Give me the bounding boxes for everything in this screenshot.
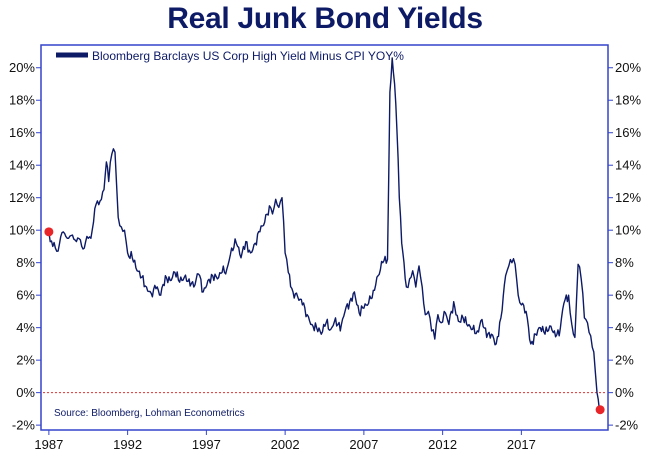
y-tick-label-right: 0% <box>615 385 634 400</box>
legend: Bloomberg Barclays US Corp High Yield Mi… <box>56 49 404 63</box>
y-axis-left: -2% 0% 2% 4% 6% 8% 10% 12% 14% 16% 18% 20% <box>9 60 41 433</box>
x-axis: 1987 1992 1997 2002 2007 2012 2017 <box>34 430 536 452</box>
y-tick-label-left: -2% <box>12 418 36 433</box>
y-tick-label-left: 8% <box>16 255 35 270</box>
y-tick-label-right: 12% <box>615 190 641 205</box>
chart-title: Real Junk Bond Yields <box>167 2 483 35</box>
x-tick-label: 2017 <box>507 437 536 452</box>
y-tick-label-right: 8% <box>615 255 634 270</box>
y-tick-label-right: 2% <box>615 353 634 368</box>
y-tick-label-right: -2% <box>615 418 639 433</box>
y-tick-label-left: 4% <box>16 320 35 335</box>
y-tick-label-left: 12% <box>9 190 35 205</box>
x-tick-label: 1992 <box>113 437 142 452</box>
plot-frame <box>40 44 609 431</box>
highlight-points <box>44 227 605 415</box>
x-tick-label: 2012 <box>428 437 457 452</box>
source-note: Source: Bloomberg, Lohman Econometrics <box>54 408 245 419</box>
x-tick-label: 1987 <box>34 437 63 452</box>
y-tick-label-left: 20% <box>9 60 35 75</box>
y-tick-label-left: 18% <box>9 93 35 108</box>
latest-point-marker <box>595 405 605 415</box>
y-tick-label-right: 4% <box>615 320 634 335</box>
y-axis-right: -2% 0% 2% 4% 6% 8% 10% 12% 14% 16% 18% 20% <box>608 60 641 433</box>
y-tick-label-left: 6% <box>16 288 35 303</box>
y-tick-label-right: 6% <box>615 288 634 303</box>
x-tick-label: 2002 <box>271 437 300 452</box>
y-tick-label-right: 14% <box>615 158 641 173</box>
start-point-marker <box>44 227 54 237</box>
y-tick-label-left: 2% <box>16 353 35 368</box>
y-tick-label-right: 16% <box>615 125 641 140</box>
y-tick-label-right: 20% <box>615 60 641 75</box>
y-tick-label-left: 14% <box>9 158 35 173</box>
legend-label: Bloomberg Barclays US Corp High Yield Mi… <box>92 49 404 63</box>
y-tick-label-right: 10% <box>615 223 641 238</box>
y-tick-label-right: 18% <box>615 93 641 108</box>
y-tick-label-left: 16% <box>9 125 35 140</box>
series-line <box>48 57 600 409</box>
y-tick-label-left: 0% <box>16 385 35 400</box>
x-tick-label: 1997 <box>192 437 221 452</box>
y-tick-label-left: 10% <box>9 223 35 238</box>
x-tick-label: 2007 <box>349 437 378 452</box>
